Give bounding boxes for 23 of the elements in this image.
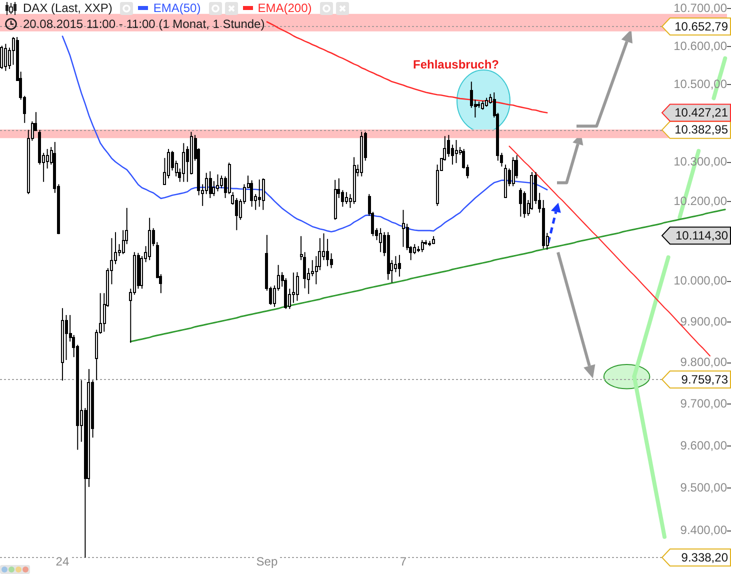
y-tick-label: 9.700,00 — [680, 396, 728, 411]
y-tick-label: 10.700,00 — [674, 0, 728, 15]
y-tick-label: 10.000,00 — [674, 274, 728, 288]
ref-line-label: 10.652,79 — [674, 19, 728, 34]
y-tick-label: 9.800,00 — [680, 355, 728, 370]
ref-line-label: 10.382,95 — [674, 122, 728, 137]
y-tick-label: 9.500,00 — [680, 480, 728, 495]
x-tick-label: 7 — [400, 554, 407, 568]
annotation: 10.427,21 — [674, 106, 728, 120]
y-tick-label: 9.600,00 — [680, 438, 728, 452]
text: 20.08.2015 11:00 - 11:00 (1 Monat, 1 Stunde) — [23, 16, 265, 32]
x-tick-label: 24 — [56, 554, 70, 568]
legend-label: EMA(50) — [153, 0, 201, 16]
legend-label: EMA(200) — [258, 0, 312, 16]
y-tick-label: 10.600,00 — [674, 38, 728, 53]
x-tick-label: Sep — [256, 554, 278, 568]
y-tick-label: 9.400,00 — [680, 523, 728, 538]
ref-line-label: 9.338,20 — [681, 550, 728, 564]
y-tick-label: 9.900,00 — [680, 314, 728, 328]
annotation: 10.114,30 — [676, 228, 728, 242]
ref-line-label: 9.759,73 — [681, 372, 728, 386]
annotation: Fehlausbruch? — [412, 57, 500, 72]
chart-title: DAX (Last, XXP) — [23, 0, 112, 16]
